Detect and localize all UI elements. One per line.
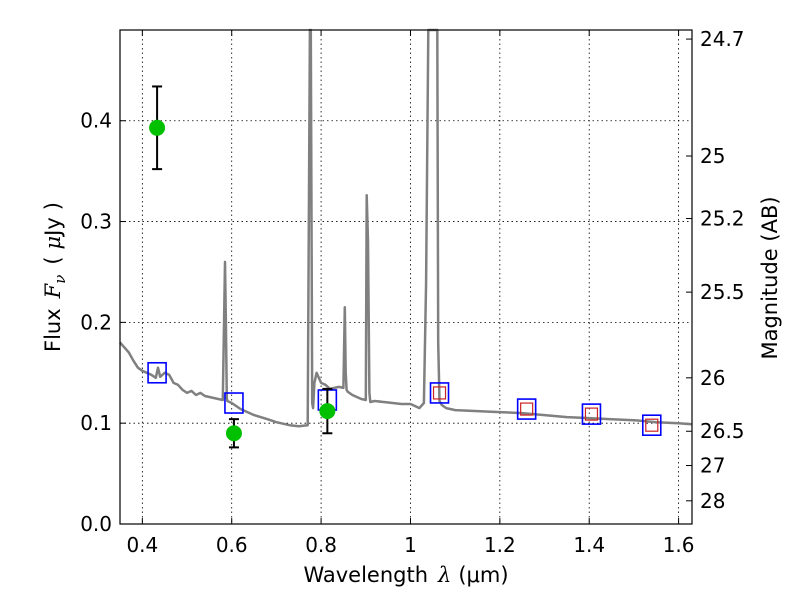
y2-tick-label: 26.5 <box>700 419 745 443</box>
observed-point <box>149 119 166 136</box>
model-spectrum-line <box>119 28 693 428</box>
x-tick-label: 0.6 <box>216 533 248 557</box>
observed-point <box>225 425 242 442</box>
x-tick-label: 0.8 <box>305 533 337 557</box>
y-tick-label: 0.2 <box>80 310 112 334</box>
y2-tick-label: 25.2 <box>700 207 745 231</box>
y2-axis-label: Magnitude (AB) <box>758 196 782 359</box>
y-tick-label: 0.3 <box>80 210 112 234</box>
y2-tick-label: 25 <box>700 144 725 168</box>
model-photometry-square <box>516 398 537 420</box>
x-tick-label: 1.2 <box>484 533 516 557</box>
y2-axis-ticks: 24.7 25 25.2 25.5 26 26.5 27 28 <box>686 27 745 513</box>
y-axis-ticks: 0.0 0.1 0.2 0.3 0.4 <box>80 109 126 536</box>
model-photometry-inner-square <box>520 402 534 416</box>
x-tick-label: 1.4 <box>573 533 605 557</box>
y2-tick-label: 26 <box>700 366 725 390</box>
model-photometry-inner-square <box>584 407 599 421</box>
y2-tick-label: 25.5 <box>700 280 745 304</box>
model-photometry-inner-square <box>432 386 447 400</box>
x-axis-label: Wavelength λ (μm) <box>303 563 508 587</box>
y-tick-label: 0.4 <box>80 109 112 133</box>
model-photometry-square <box>147 361 167 384</box>
x-tick-label: 1 <box>404 533 417 557</box>
y2-tick-label: 28 <box>700 489 725 513</box>
plot-frame <box>119 29 693 525</box>
observed-point <box>319 403 336 420</box>
model-photometry-square <box>429 382 450 404</box>
model-photometry-square <box>641 414 662 437</box>
y-tick-label: 0.0 <box>80 512 112 536</box>
y2-tick-label: 24.7 <box>700 27 745 51</box>
x-tick-label: 1.6 <box>663 533 695 557</box>
model-photometry-markers <box>147 361 662 437</box>
y-tick-label: 0.1 <box>80 411 112 435</box>
y2-tick-label: 27 <box>700 454 725 478</box>
model-photometry-square <box>224 392 244 414</box>
x-axis-ticks: 0.4 0.6 0.8 1 1.2 1.4 1.6 <box>126 30 695 557</box>
x-tick-label: 0.4 <box>126 533 158 557</box>
plot-area <box>119 28 693 449</box>
y-axis-label: FluxFν(μJy) <box>41 202 69 352</box>
observed-points <box>149 85 336 449</box>
model-photometry-square <box>581 403 602 425</box>
model-photometry-inner-square <box>645 418 659 432</box>
grid <box>120 30 692 525</box>
